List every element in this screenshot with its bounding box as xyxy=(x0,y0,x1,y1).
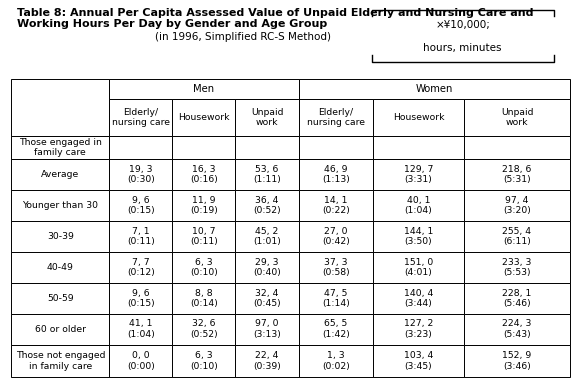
Text: Housework: Housework xyxy=(393,113,444,122)
Text: 224, 3
(5:43): 224, 3 (5:43) xyxy=(503,320,532,339)
Text: 40-49: 40-49 xyxy=(47,263,74,272)
Text: 16, 3
(0:16): 16, 3 (0:16) xyxy=(190,165,218,184)
Text: Elderly/
nursing care: Elderly/ nursing care xyxy=(112,108,170,127)
Text: 53, 6
(1:11): 53, 6 (1:11) xyxy=(253,165,281,184)
Text: 36, 4
(0:52): 36, 4 (0:52) xyxy=(253,196,281,215)
Text: 27, 0
(0:42): 27, 0 (0:42) xyxy=(322,227,350,246)
Text: Men: Men xyxy=(193,84,214,94)
Text: 103, 4
(3:45): 103, 4 (3:45) xyxy=(404,351,433,371)
Text: 140, 4
(3:44): 140, 4 (3:44) xyxy=(404,288,433,308)
Text: 65, 5
(1:42): 65, 5 (1:42) xyxy=(322,320,350,339)
Text: 7, 1
(0:11): 7, 1 (0:11) xyxy=(127,227,155,246)
Text: hours, minutes: hours, minutes xyxy=(423,43,502,53)
Text: 151, 0
(4:01): 151, 0 (4:01) xyxy=(404,258,433,277)
Text: 41, 1
(1:04): 41, 1 (1:04) xyxy=(127,320,155,339)
Text: 32, 4
(0:45): 32, 4 (0:45) xyxy=(253,288,281,308)
Text: Working Hours Per Day by Gender and Age Group: Working Hours Per Day by Gender and Age … xyxy=(17,19,327,29)
Text: 37, 3
(0:58): 37, 3 (0:58) xyxy=(322,258,350,277)
Text: Those engaged in
family care: Those engaged in family care xyxy=(19,137,102,157)
Text: 9, 6
(0:15): 9, 6 (0:15) xyxy=(127,288,155,308)
Text: 60 or older: 60 or older xyxy=(35,325,86,334)
Text: 40, 1
(1:04): 40, 1 (1:04) xyxy=(405,196,433,215)
Text: 11, 9
(0:19): 11, 9 (0:19) xyxy=(190,196,218,215)
Text: Housework: Housework xyxy=(178,113,230,122)
Text: 46, 9
(1:13): 46, 9 (1:13) xyxy=(322,165,350,184)
Text: 218, 6
(5:31): 218, 6 (5:31) xyxy=(503,165,532,184)
Text: 8, 8
(0:14): 8, 8 (0:14) xyxy=(190,288,218,308)
Text: (in 1996, Simplified RC-S Method): (in 1996, Simplified RC-S Method) xyxy=(155,32,331,42)
Text: 129, 7
(3:31): 129, 7 (3:31) xyxy=(404,165,433,184)
Text: 29, 3
(0:40): 29, 3 (0:40) xyxy=(253,258,281,277)
Text: 22, 4
(0:39): 22, 4 (0:39) xyxy=(253,351,281,371)
Text: Those not engaged
in family care: Those not engaged in family care xyxy=(15,351,105,371)
Text: 6, 3
(0:10): 6, 3 (0:10) xyxy=(190,258,218,277)
Text: ×¥10,000;: ×¥10,000; xyxy=(435,20,490,30)
Text: Average: Average xyxy=(41,170,80,179)
Text: 144, 1
(3:50): 144, 1 (3:50) xyxy=(404,227,433,246)
Text: 228, 1
(5:46): 228, 1 (5:46) xyxy=(503,288,532,308)
Text: 7, 7
(0:12): 7, 7 (0:12) xyxy=(127,258,155,277)
Text: 1, 3
(0:02): 1, 3 (0:02) xyxy=(322,351,350,371)
Text: 233, 3
(5:53): 233, 3 (5:53) xyxy=(503,258,532,277)
Text: 6, 3
(0:10): 6, 3 (0:10) xyxy=(190,351,218,371)
Text: Women: Women xyxy=(415,84,453,94)
Text: 152, 9
(3:46): 152, 9 (3:46) xyxy=(503,351,532,371)
Text: Unpaid
work: Unpaid work xyxy=(251,108,283,127)
Text: 14, 1
(0:22): 14, 1 (0:22) xyxy=(322,196,350,215)
Text: 255, 4
(6:11): 255, 4 (6:11) xyxy=(503,227,532,246)
Text: Unpaid
work: Unpaid work xyxy=(501,108,533,127)
Text: 45, 2
(1:01): 45, 2 (1:01) xyxy=(253,227,281,246)
Text: 127, 2
(3:23): 127, 2 (3:23) xyxy=(404,320,433,339)
Text: Younger than 30: Younger than 30 xyxy=(22,201,99,210)
Text: Table 8: Annual Per Capita Assessed Value of Unpaid Elderly and Nursing Care and: Table 8: Annual Per Capita Assessed Valu… xyxy=(17,8,533,18)
Text: 30-39: 30-39 xyxy=(47,232,74,241)
Text: 10, 7
(0:11): 10, 7 (0:11) xyxy=(190,227,218,246)
Text: 0, 0
(0:00): 0, 0 (0:00) xyxy=(127,351,155,371)
Text: 97, 0
(3:13): 97, 0 (3:13) xyxy=(253,320,281,339)
Text: 19, 3
(0:30): 19, 3 (0:30) xyxy=(127,165,155,184)
Text: 32, 6
(0:52): 32, 6 (0:52) xyxy=(190,320,218,339)
Text: 47, 5
(1:14): 47, 5 (1:14) xyxy=(322,288,350,308)
Text: Elderly/
nursing care: Elderly/ nursing care xyxy=(307,108,365,127)
Text: 50-59: 50-59 xyxy=(47,294,74,303)
Text: 9, 6
(0:15): 9, 6 (0:15) xyxy=(127,196,155,215)
Text: 97, 4
(3:20): 97, 4 (3:20) xyxy=(503,196,531,215)
